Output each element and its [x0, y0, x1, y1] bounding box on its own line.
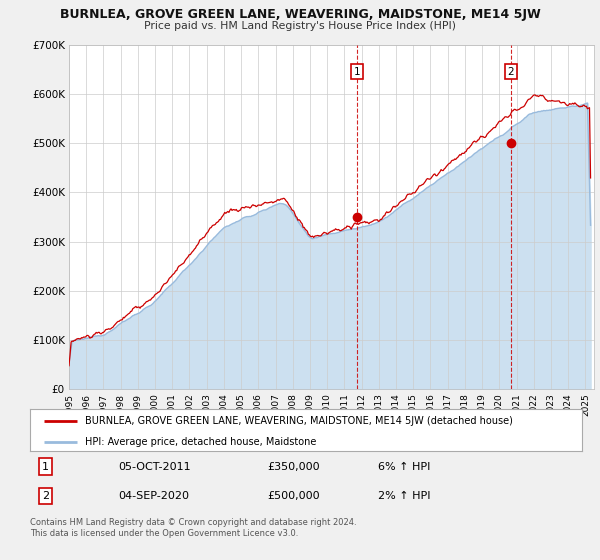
Text: 1: 1	[354, 67, 361, 77]
Text: 6% ↑ HPI: 6% ↑ HPI	[378, 461, 430, 472]
Text: 2: 2	[508, 67, 514, 77]
Text: This data is licensed under the Open Government Licence v3.0.: This data is licensed under the Open Gov…	[30, 529, 298, 538]
Text: HPI: Average price, detached house, Maidstone: HPI: Average price, detached house, Maid…	[85, 437, 317, 446]
Text: 04-SEP-2020: 04-SEP-2020	[118, 491, 190, 501]
Text: 2: 2	[42, 491, 49, 501]
Text: £500,000: £500,000	[268, 491, 320, 501]
Text: BURNLEA, GROVE GREEN LANE, WEAVERING, MAIDSTONE, ME14 5JW: BURNLEA, GROVE GREEN LANE, WEAVERING, MA…	[59, 8, 541, 21]
Text: Price paid vs. HM Land Registry's House Price Index (HPI): Price paid vs. HM Land Registry's House …	[144, 21, 456, 31]
Text: 2% ↑ HPI: 2% ↑ HPI	[378, 491, 430, 501]
Text: Contains HM Land Registry data © Crown copyright and database right 2024.: Contains HM Land Registry data © Crown c…	[30, 518, 356, 527]
Text: 05-OCT-2011: 05-OCT-2011	[118, 461, 191, 472]
Text: BURNLEA, GROVE GREEN LANE, WEAVERING, MAIDSTONE, ME14 5JW (detached house): BURNLEA, GROVE GREEN LANE, WEAVERING, MA…	[85, 416, 513, 426]
Text: £350,000: £350,000	[268, 461, 320, 472]
Text: 1: 1	[42, 461, 49, 472]
